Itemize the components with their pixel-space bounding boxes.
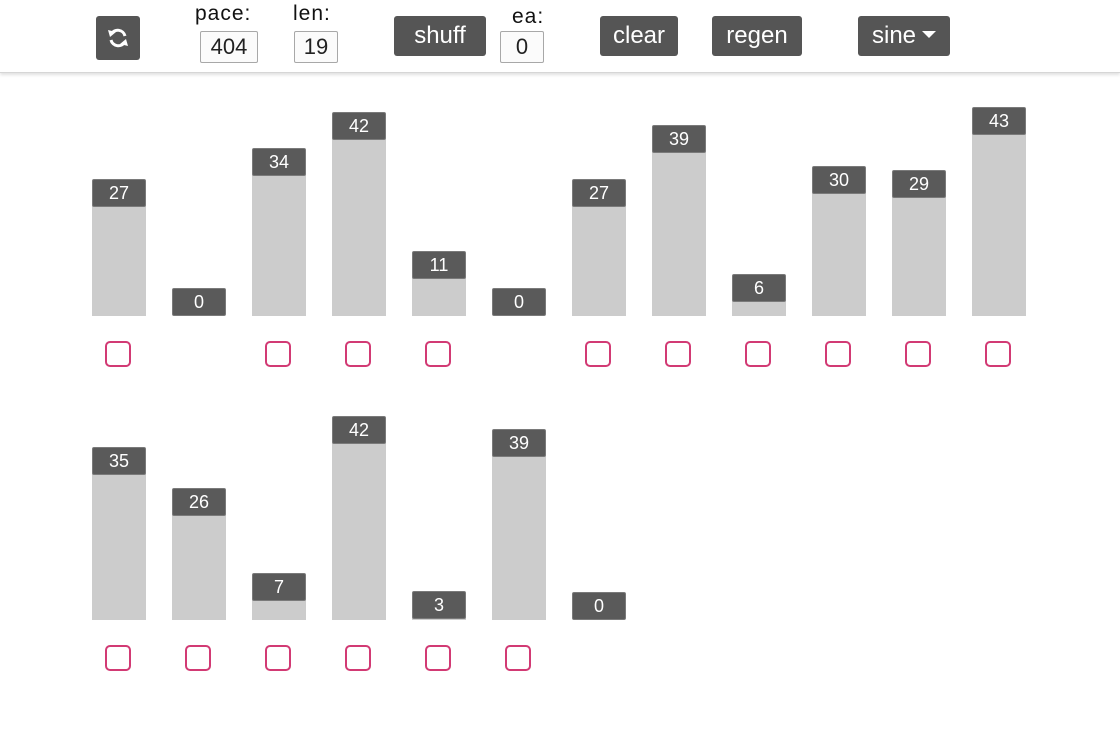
bar-value-label: 35	[92, 447, 146, 475]
bar-value-label: 3	[412, 591, 466, 619]
bar-value-label: 34	[252, 148, 306, 176]
bar-value-label: 42	[332, 112, 386, 140]
toolbar: pace: len: shuff ea: clear regen sine	[0, 0, 1120, 73]
refresh-button[interactable]	[96, 16, 140, 60]
bar-checkbox[interactable]	[345, 645, 371, 671]
bar-value-label: 7	[252, 573, 306, 601]
bar	[972, 122, 1026, 316]
bar	[332, 431, 386, 620]
ea-input[interactable]	[500, 31, 544, 63]
pace-label: pace:	[195, 2, 252, 25]
bar	[332, 127, 386, 316]
bar-value-label: 6	[732, 274, 786, 302]
bar	[252, 163, 306, 316]
bar-value-label: 0	[572, 592, 626, 620]
len-label: len:	[293, 2, 331, 25]
bar-value-label: 0	[172, 288, 226, 316]
bar-value-label: 39	[492, 429, 546, 457]
bar	[812, 181, 866, 316]
mode-dropdown[interactable]: sine	[858, 16, 950, 56]
bar-value-label: 39	[652, 125, 706, 153]
shuff-button[interactable]: shuff	[394, 16, 486, 56]
caret-down-icon	[922, 31, 937, 39]
bar-value-label: 42	[332, 416, 386, 444]
clear-button[interactable]: clear	[600, 16, 678, 56]
bar-checkbox[interactable]	[985, 341, 1011, 367]
bar-checkbox[interactable]	[105, 645, 131, 671]
mode-dropdown-label: sine	[871, 22, 917, 49]
bar-value-label: 43	[972, 107, 1026, 135]
refresh-icon	[108, 28, 128, 48]
bar-checkbox[interactable]	[745, 341, 771, 367]
bar	[172, 503, 226, 620]
bar	[492, 444, 546, 620]
bar-value-label: 29	[892, 170, 946, 198]
bar-checkbox[interactable]	[905, 341, 931, 367]
bar	[92, 462, 146, 620]
bar	[652, 140, 706, 316]
bar-checkbox[interactable]	[425, 645, 451, 671]
bar-checkbox[interactable]	[585, 341, 611, 367]
bar-value-label: 0	[492, 288, 546, 316]
regen-button[interactable]: regen	[712, 16, 802, 56]
bar-checkbox[interactable]	[505, 645, 531, 671]
bar-value-label: 11	[412, 251, 466, 279]
bar	[92, 194, 146, 316]
bar-value-label: 27	[92, 179, 146, 207]
bar-checkbox[interactable]	[425, 341, 451, 367]
bar-value-label: 27	[572, 179, 626, 207]
bar-checkbox[interactable]	[825, 341, 851, 367]
bar-checkbox[interactable]	[265, 645, 291, 671]
pace-input[interactable]	[200, 31, 258, 63]
bar-checkbox[interactable]	[265, 341, 291, 367]
bar	[892, 185, 946, 316]
bar-value-label: 26	[172, 488, 226, 516]
bar-checkbox[interactable]	[105, 341, 131, 367]
ea-label: ea:	[512, 5, 545, 28]
bar-checkbox[interactable]	[665, 341, 691, 367]
bar-checkbox[interactable]	[345, 341, 371, 367]
bar	[572, 194, 626, 316]
len-input[interactable]	[294, 31, 338, 63]
bar-checkbox[interactable]	[185, 645, 211, 671]
bar-value-label: 30	[812, 166, 866, 194]
